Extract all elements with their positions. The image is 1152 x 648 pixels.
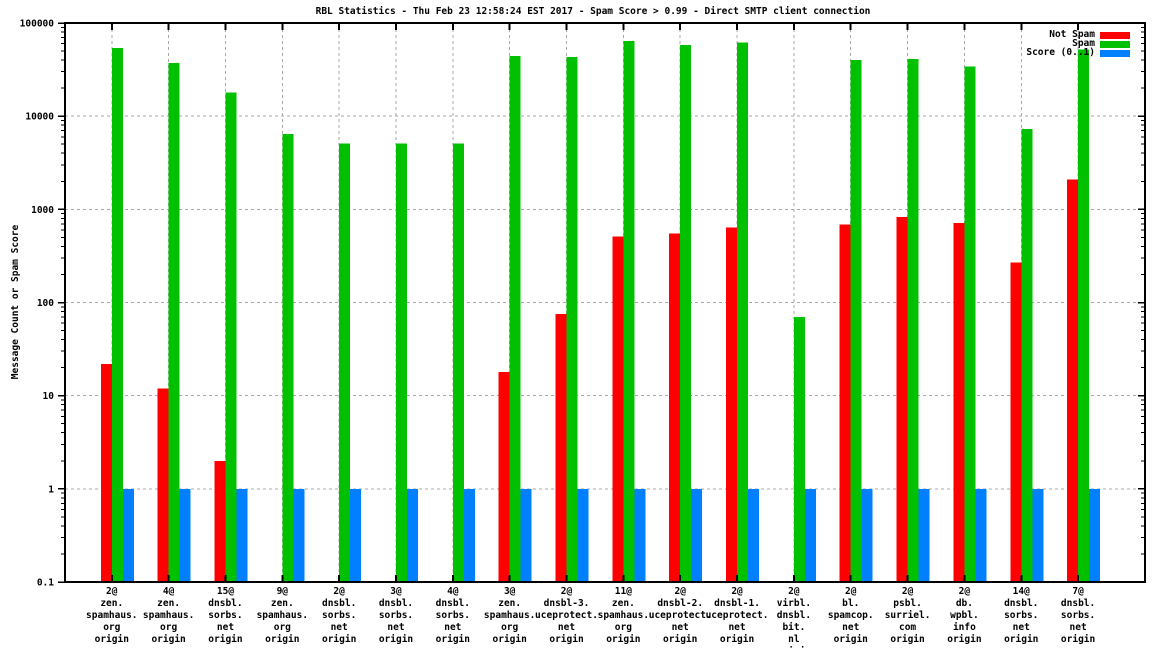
bar-score-0-1-10 [691,488,703,582]
y-tick-label-2: 10 [43,391,55,402]
bar-spam-5 [395,143,407,582]
x-label-15: 2@ db. wpbl. info origin [947,586,981,645]
bar-score-0-1-14 [918,488,930,582]
chart-title: RBL Statistics - Thu Feb 23 12:58:24 EST… [315,6,871,17]
bar-spam-3 [282,134,294,582]
bar-spam-12 [793,316,805,582]
x-label-0: 2@ zen. spamhaus. org origin [86,586,137,645]
legend-label-not-spam: Not Spam [1049,29,1095,40]
x-label-8: 2@ dnsbl-3. uceprotect. net origin [535,586,598,645]
bar-spam-7 [509,56,521,583]
bar-score-0-1-9 [634,488,646,582]
bar-spam-4 [339,143,351,582]
x-label-17: 7@ dnsbl. sorbs. net origin [1061,586,1095,645]
legend-swatch-score-icon [1100,49,1130,57]
legend-swatch-not-spam-icon [1100,31,1130,39]
bar-not-spam-13 [839,224,851,582]
bar-score-0-1-2 [236,488,248,582]
chart-legend: Not Spam Spam Score (0..1) [1026,29,1130,58]
bar-score-0-1-7 [520,488,532,582]
bar-not-spam-2 [214,460,226,582]
bar-score-0-1-13 [861,488,873,582]
bar-not-spam-7 [498,371,510,582]
bar-not-spam-8 [555,314,567,582]
x-label-2: 15@ dnsbl. sorbs. net origin [208,586,242,645]
bar-spam-13 [850,60,862,582]
y-tick-label-4: 1000 [31,205,54,216]
bar-score-0-1-5 [406,488,418,582]
x-label-10: 2@ dnsbl-2. uceprotect. net origin [649,586,712,645]
x-label-5: 3@ dnsbl. sorbs. net origin [379,586,413,645]
legend-row-not-spam: Not Spam [1026,29,1130,40]
x-label-7: 3@ zen. spamhaus. org origin [484,586,535,645]
x-label-11: 2@ dnsbl-1. uceprotect. net origin [706,586,769,645]
y-tick-label-3: 100 [37,298,54,309]
x-label-13: 2@ bl. spamcop. net origin [828,586,874,645]
bar-spam-15 [964,66,976,582]
bar-spam-16 [1021,128,1033,582]
bar-score-0-1-15 [975,488,987,582]
legend-row-score: Score (0..1) [1026,47,1130,58]
bar-not-spam-16 [1010,262,1022,582]
x-label-16: 14@ dnsbl. sorbs. net origin [1004,586,1038,645]
bar-spam-9 [623,41,635,583]
bar-spam-11 [737,42,749,583]
legend-label-spam: Spam [1072,38,1095,49]
y-tick-label-1: 1 [48,484,54,495]
bar-score-0-1-4 [350,488,362,582]
bar-spam-2 [225,92,237,582]
x-label-14: 2@ psbl. surriel. com origin [885,586,931,645]
bar-score-0-1-6 [463,488,475,582]
bar-not-spam-17 [1067,179,1079,582]
bar-not-spam-11 [726,227,738,582]
bar-score-0-1-11 [748,488,760,582]
bar-not-spam-1 [157,388,169,582]
bar-score-0-1-1 [179,488,191,582]
legend-swatch-spam-icon [1100,40,1130,48]
bar-spam-17 [1078,49,1090,582]
x-label-9: 11@ zen. spamhaus. org origin [598,586,649,645]
bar-not-spam-14 [896,216,908,582]
bar-score-0-1-17 [1089,488,1101,582]
y-tick-label-0: 0.1 [37,578,54,589]
bar-score-0-1-3 [293,488,305,582]
bar-not-spam-9 [612,236,624,582]
legend-label-score: Score (0..1) [1026,47,1095,58]
bar-not-spam-10 [669,233,681,582]
bar-not-spam-15 [953,223,965,582]
bar-spam-10 [680,45,692,582]
bar-score-0-1-8 [577,488,589,582]
bar-score-0-1-16 [1032,488,1044,582]
x-label-4: 2@ dnsbl. sorbs. net origin [322,586,356,645]
x-label-12: 2@virbl.dnsbl.bit.nlorigin [777,586,811,648]
legend-row-spam: Spam [1026,38,1130,49]
x-label-1: 4@ zen. spamhaus. org origin [143,586,194,645]
bar-spam-1 [168,63,180,583]
bar-spam-6 [452,143,464,582]
x-label-6: 4@ dnsbl. sorbs. net origin [436,586,470,645]
bar-score-0-1-12 [804,488,816,582]
bar-spam-0 [111,47,123,582]
bar-score-0-1-0 [122,488,134,582]
y-tick-label-6: 100000 [20,19,55,30]
bar-spam-14 [907,59,919,583]
y-tick-label-5: 10000 [25,112,54,123]
bar-not-spam-0 [100,363,112,582]
bar-spam-8 [566,57,578,583]
x-label-3: 9@ zen. spamhaus. org origin [257,586,308,645]
